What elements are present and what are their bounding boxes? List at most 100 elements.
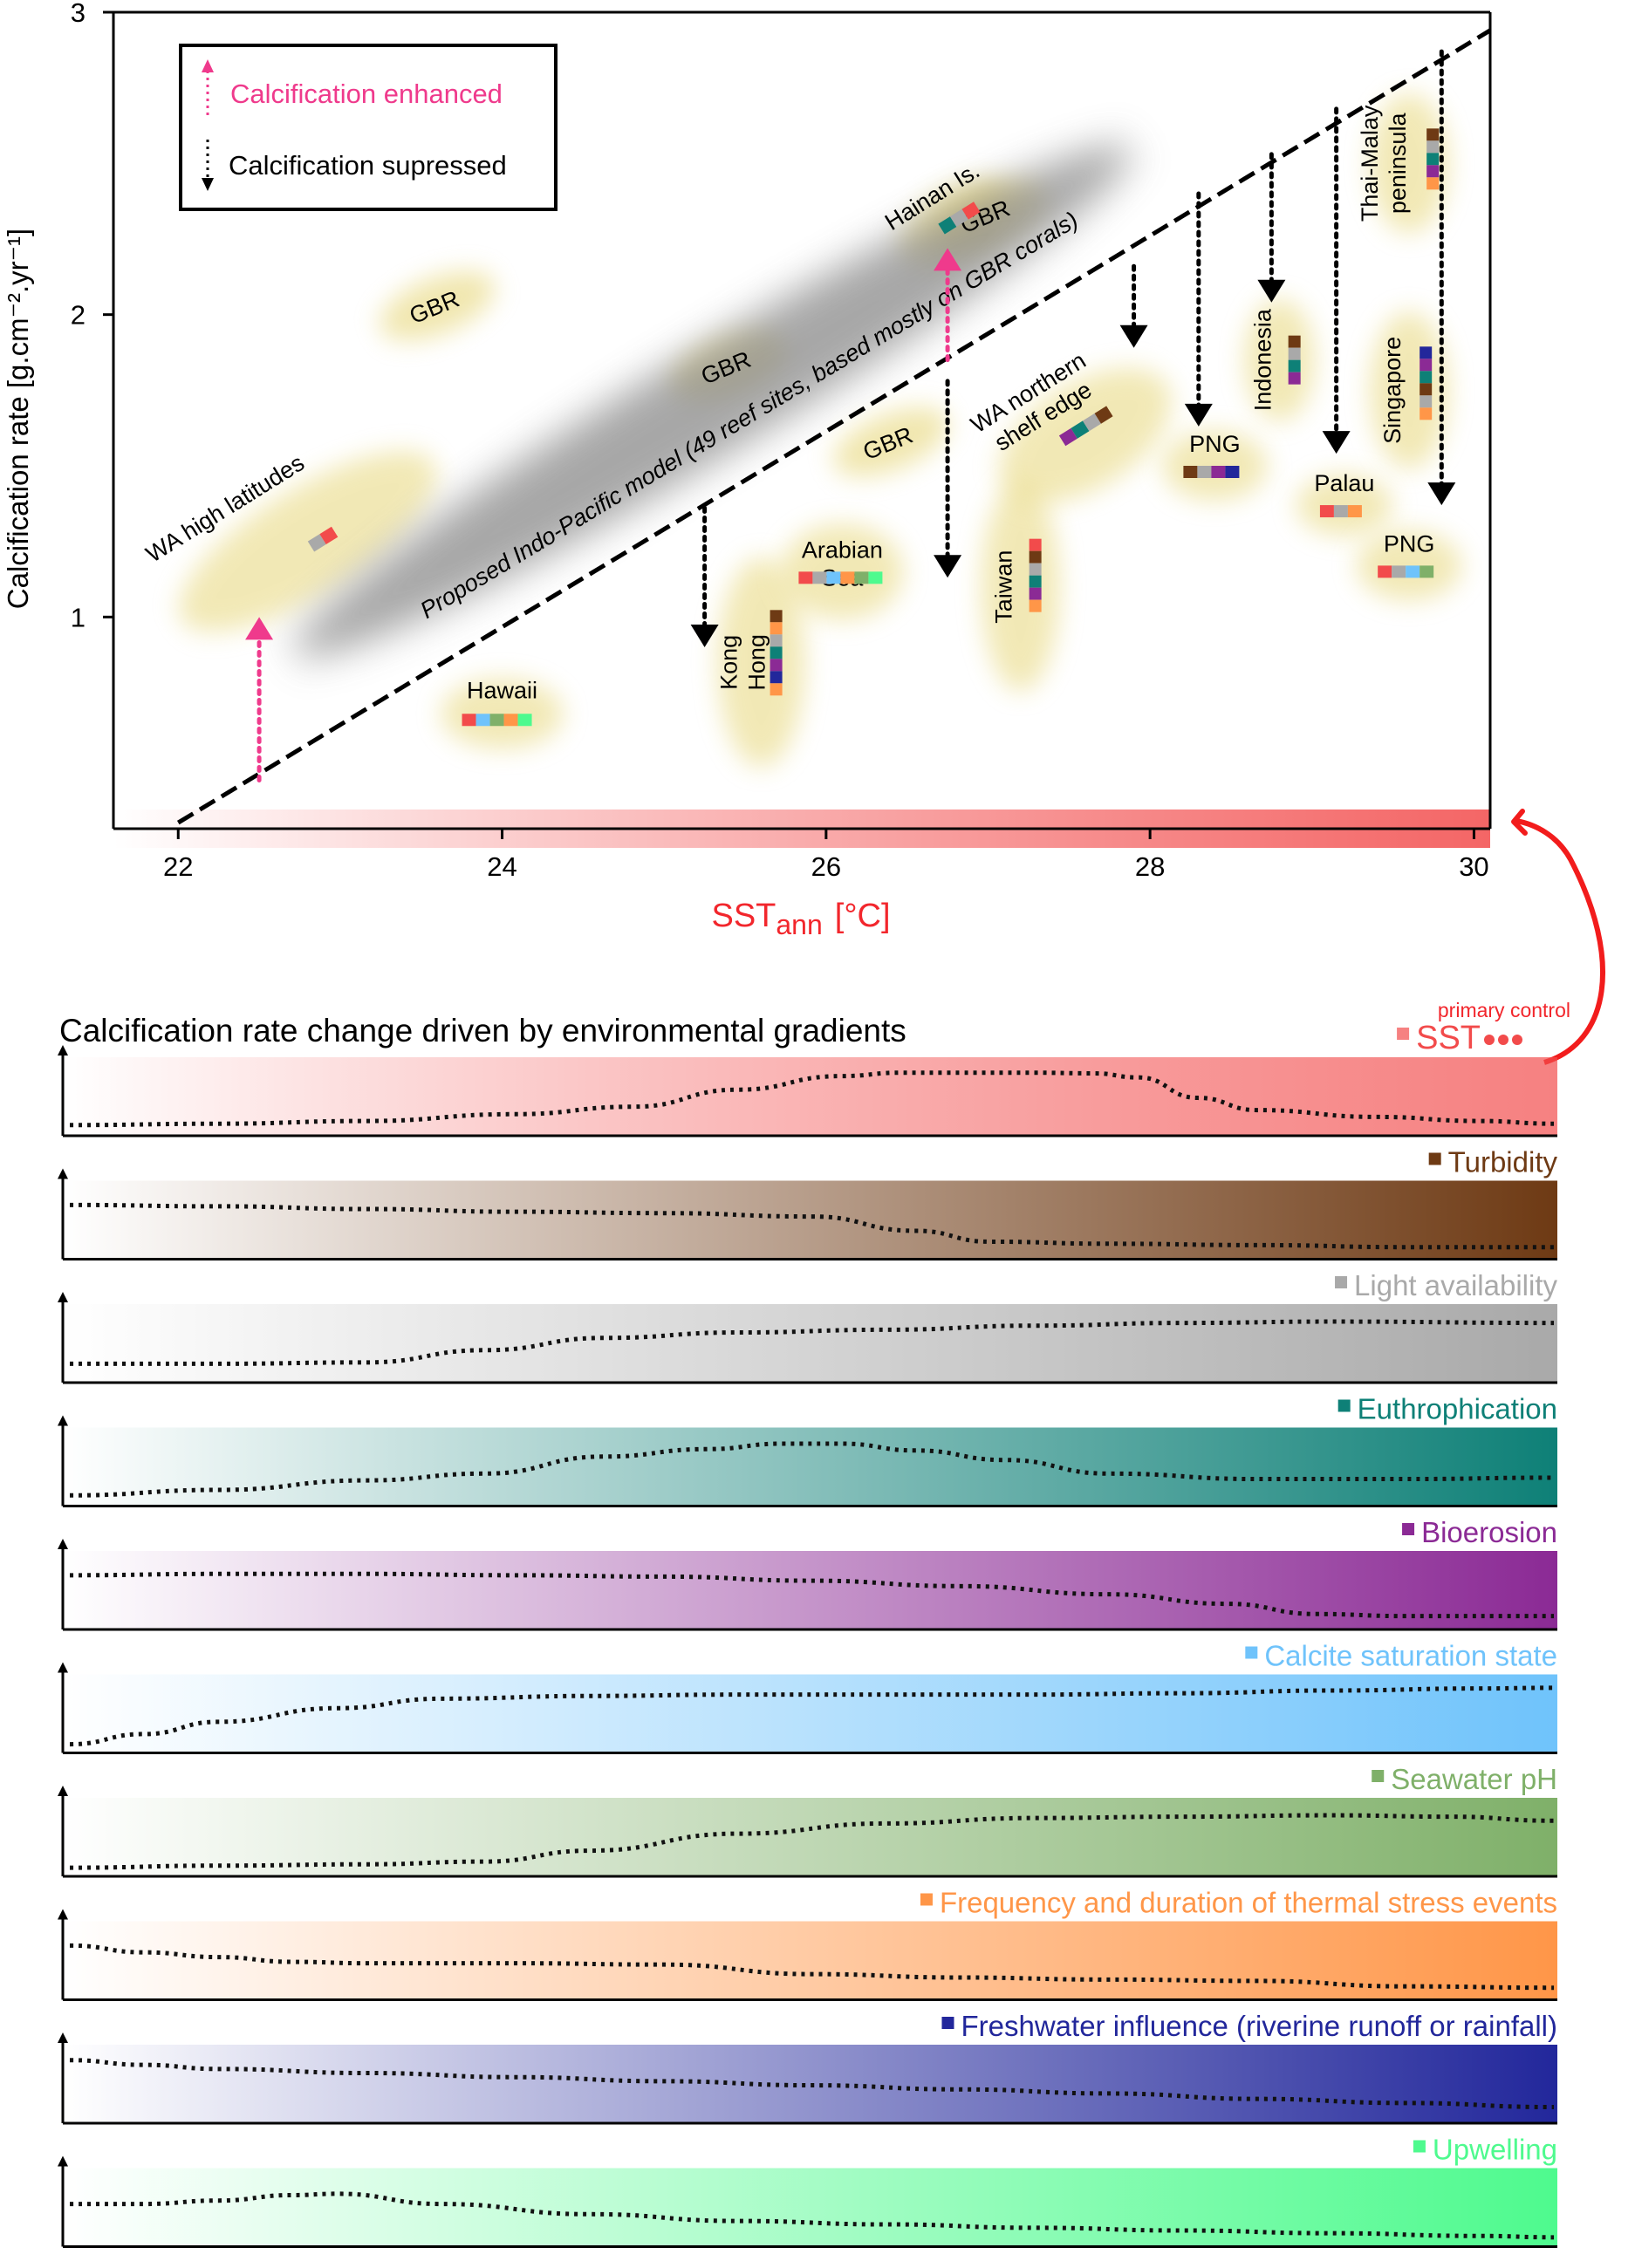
gradient-panel-ph: Seawater pH [58, 1763, 1557, 1878]
suppressed-arrow-head [690, 625, 719, 647]
site-label-line: Kong [716, 635, 742, 690]
y-axis-label: Calcification rate [g.cm⁻².yr⁻¹] [2, 229, 34, 609]
site-marker: Indonesia [1250, 308, 1301, 411]
enhanced-arrow-head [245, 617, 274, 640]
x-tick-label: 28 [1135, 851, 1165, 882]
site-swatch-thermal [770, 683, 783, 696]
panel-trend-line [70, 1319, 1555, 1366]
panel-swatch [1413, 2140, 1426, 2153]
site-swatch-light [1197, 466, 1212, 478]
panel-label: Light availability [1354, 1269, 1557, 1301]
site-swatch-light [307, 534, 326, 552]
primary-control-connector [1515, 818, 1605, 1065]
panel-swatch [1337, 1399, 1351, 1412]
panel-y-arrowhead [58, 1539, 68, 1549]
gradient-panel-thermal: Frequency and duration of thermal stress… [58, 1887, 1557, 2001]
panel-gradient-fill [63, 1798, 1557, 1876]
site-swatch-sst [798, 571, 813, 584]
panel-swatch [1335, 1276, 1348, 1288]
site-swatch-light [1083, 413, 1102, 432]
site-swatch-eutrophication [770, 646, 783, 659]
panel-gradient-fill [63, 1304, 1557, 1383]
site-label: Taiwan [991, 550, 1017, 624]
gradient-panel-freshwater: Freshwater influence (riverine runoff or… [58, 2010, 1557, 2125]
x-tick-label: 22 [163, 851, 193, 882]
site-swatch-bioerosion [1058, 427, 1077, 447]
x-axis-label-unit: [°C] [835, 898, 891, 934]
x-tick-label: 24 [487, 851, 516, 882]
site-swatch-light [949, 208, 968, 228]
site-swatch-eutrophication [1071, 420, 1090, 439]
sst-dot [1498, 1035, 1508, 1045]
x-axis-label-subscript: ann [776, 909, 822, 940]
panel-y-arrowhead [58, 1415, 68, 1426]
site-swatch-sst [1378, 565, 1392, 578]
y-tick-label: 2 [71, 300, 86, 331]
site-swatch-sst [1319, 505, 1334, 518]
panel-swatch [1402, 1523, 1415, 1535]
panel-gradient-fill [63, 1057, 1557, 1136]
panel-y-arrowhead [58, 1786, 68, 1796]
model-uncertainty-band [293, 144, 1132, 658]
site-swatch-light [1426, 140, 1440, 154]
primary-control-label: primary control [1438, 999, 1570, 1021]
panel-trend-line [69, 1571, 1554, 1619]
site-marker: Thai-Malaypeninsula [1357, 105, 1440, 222]
site-swatch-calcite [1406, 565, 1420, 578]
site-swatch-thermal [503, 714, 518, 727]
panel-trend-line [69, 1441, 1555, 1498]
site-swatch-eutrophication [1426, 153, 1440, 166]
site-swatch-light [1420, 395, 1433, 408]
site-label: KongHong [716, 634, 770, 691]
site-halo [999, 367, 1172, 503]
site-swatch-light [812, 571, 827, 584]
site-marker: Palau [1314, 470, 1374, 518]
x-axis-ticks: 22 24 26 28 30 [163, 829, 1489, 882]
site-label: Hawaii [467, 677, 537, 703]
panel-swatch [1428, 1152, 1441, 1165]
gradient-panel-turbidity: Turbidity [58, 1146, 1557, 1260]
site-swatch-thermal [1420, 407, 1433, 420]
site-swatch-turbidity [1420, 383, 1433, 396]
legend-box [179, 44, 558, 211]
site-swatch-ph [1420, 565, 1434, 578]
panel-gradient-fill [63, 1921, 1557, 2000]
site-swatch-upwelling [868, 571, 883, 584]
panel-label: Frequency and duration of thermal stress… [940, 1887, 1557, 1919]
legend-enhanced-arrowhead [202, 59, 214, 72]
site-swatch-light [1392, 565, 1406, 578]
site-marker: PNG [1378, 530, 1434, 578]
panel-y-arrowhead [58, 1292, 68, 1302]
legend-suppressed-arrowhead [202, 178, 214, 191]
gradients-title: Calcification rate change driven by envi… [59, 1013, 906, 1049]
site-label: PNG [1189, 431, 1241, 457]
site-swatch-turbidity [1094, 406, 1113, 424]
site-swatch-turbidity [770, 610, 783, 623]
site-swatch-eutrophication [1029, 575, 1042, 588]
panel-swatch [1397, 1028, 1410, 1040]
site-swatch-sst [961, 202, 981, 220]
site-swatch-thermal [1426, 177, 1440, 190]
y-tick-label: 1 [71, 602, 86, 632]
panel-gradient-fill [63, 1551, 1557, 1629]
gbr-halo [380, 271, 496, 341]
panel-swatch [1245, 1646, 1258, 1659]
site-swatch-bioerosion [1029, 587, 1042, 600]
site-swatch-turbidity [1029, 550, 1042, 564]
gradient-panel-light: Light availability [58, 1269, 1557, 1384]
panel-label: Seawater pH [1391, 1763, 1557, 1795]
panel-swatch [920, 1893, 933, 1906]
site-swatch-sst [319, 526, 339, 545]
site-swatch-turbidity [1426, 128, 1440, 141]
primary-control-connector-head [1511, 809, 1528, 836]
site-swatch-thermal [1347, 505, 1362, 518]
site-swatch-ph [489, 714, 504, 727]
site-swatch-turbidity [1288, 335, 1301, 348]
site-label: Thai-Malaypeninsula [1357, 105, 1411, 222]
gradient-panel-sst: SST [58, 1020, 1557, 1137]
x-tick-label: 26 [811, 851, 841, 882]
x-tick-label: 30 [1459, 851, 1488, 882]
panel-label: Upwelling [1433, 2134, 1557, 2166]
site-label-line: Thai-Malay [1357, 105, 1383, 222]
